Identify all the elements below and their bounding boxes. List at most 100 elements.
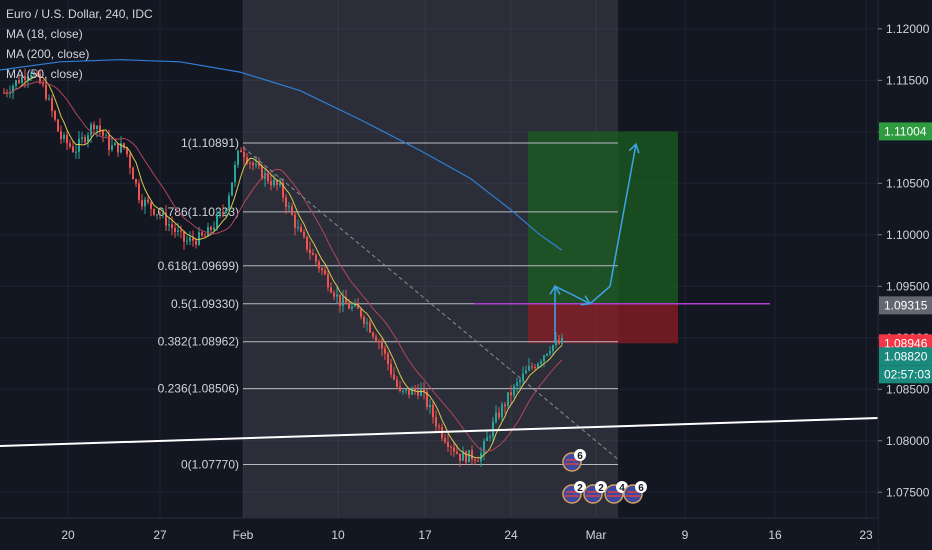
candle — [231, 182, 233, 196]
candle — [462, 451, 464, 461]
time-tick-label: Feb — [233, 528, 254, 542]
price-axis-bg — [878, 0, 932, 550]
candle — [327, 274, 329, 288]
candle — [105, 135, 107, 137]
chart-legend: Euro / U.S. Dollar, 240, IDC MA (18, clo… — [6, 4, 153, 84]
ma50-line — [3, 81, 563, 452]
symbol-title[interactable]: Euro / U.S. Dollar, 240, IDC — [6, 7, 153, 21]
candle — [42, 83, 44, 85]
candle — [348, 303, 350, 309]
candle — [12, 85, 14, 93]
time-tick-label: 23 — [859, 528, 873, 542]
candle — [219, 211, 221, 216]
candle — [399, 386, 401, 391]
candle — [507, 392, 509, 407]
candle — [27, 76, 29, 80]
candle — [561, 337, 563, 344]
candle — [318, 261, 320, 269]
price-tick-label: 1.09500 — [886, 279, 930, 293]
candle — [162, 212, 164, 215]
candle — [357, 303, 359, 309]
candle — [81, 137, 83, 139]
candle — [417, 390, 419, 396]
candle — [321, 268, 323, 271]
candle — [246, 157, 248, 163]
fib-level-label: 0(1.07770) — [181, 457, 239, 471]
dashed-trendline[interactable] — [242, 146, 619, 460]
badge-count: 2 — [577, 483, 583, 494]
price-axis[interactable]: 1.120001.115001.110001.105001.100001.095… — [877, 0, 932, 550]
candle — [549, 351, 551, 354]
candle — [114, 143, 116, 146]
candle — [216, 215, 218, 228]
legend-ma200[interactable]: MA (200, close) — [6, 47, 90, 61]
candle — [261, 165, 263, 179]
candle — [195, 240, 197, 245]
candle — [270, 181, 272, 186]
price-tag-bg — [879, 122, 932, 141]
candle — [213, 227, 215, 230]
candle — [531, 366, 533, 368]
candle — [63, 134, 65, 139]
candle — [33, 73, 35, 76]
candle — [69, 143, 71, 147]
candle — [186, 240, 188, 242]
badge-count: 6 — [577, 451, 583, 462]
candle — [279, 182, 281, 185]
candle — [438, 426, 440, 428]
arrow-head-icon — [549, 284, 561, 295]
candle — [387, 353, 389, 364]
candle — [15, 80, 17, 86]
candle — [123, 143, 125, 148]
price-tick-label: 1.12000 — [886, 22, 930, 36]
legend-ma50[interactable]: MA (50, close) — [6, 67, 83, 81]
candle — [234, 164, 236, 183]
candle — [477, 460, 479, 462]
candle — [429, 404, 431, 408]
candle — [156, 214, 158, 216]
flag-stripe — [565, 459, 579, 465]
badge-count: 4 — [619, 483, 625, 494]
candle — [537, 363, 539, 368]
candle — [510, 392, 512, 396]
candle — [333, 292, 335, 297]
candle — [39, 73, 41, 84]
candle — [210, 227, 212, 230]
stop-zone[interactable] — [528, 303, 678, 344]
candle — [312, 253, 314, 255]
candle — [384, 348, 386, 354]
candle — [294, 214, 296, 228]
candle — [252, 162, 254, 166]
candle — [108, 135, 110, 150]
candle — [408, 389, 410, 395]
candle — [87, 135, 89, 142]
candle — [432, 404, 434, 418]
candle — [282, 182, 284, 198]
candle — [159, 214, 161, 216]
price-tag-label: 02:57:03 — [884, 367, 931, 381]
projection-path[interactable] — [554, 144, 637, 343]
candle — [378, 341, 380, 343]
target-zone[interactable] — [528, 131, 678, 304]
candle — [306, 236, 308, 250]
support-trendline[interactable] — [0, 417, 879, 447]
candle — [345, 297, 347, 304]
candle — [489, 436, 491, 438]
candle — [183, 231, 185, 242]
candle — [111, 145, 113, 150]
candle — [48, 98, 50, 100]
candle — [540, 361, 542, 364]
time-axis[interactable]: 20 27 Feb 10 17 24 Mar 9 16 23 — [0, 517, 878, 550]
time-tick-label: 17 — [418, 528, 432, 542]
candle — [276, 179, 278, 185]
candle — [372, 332, 374, 337]
price-tag-label: 1.09315 — [884, 298, 928, 312]
time-axis-bg — [0, 518, 878, 550]
legend-ma18[interactable]: MA (18, close) — [6, 27, 83, 41]
candle — [102, 130, 104, 136]
candle — [390, 363, 392, 375]
candle — [324, 270, 326, 275]
candle — [375, 336, 377, 342]
time-tick-label: 9 — [682, 528, 689, 542]
